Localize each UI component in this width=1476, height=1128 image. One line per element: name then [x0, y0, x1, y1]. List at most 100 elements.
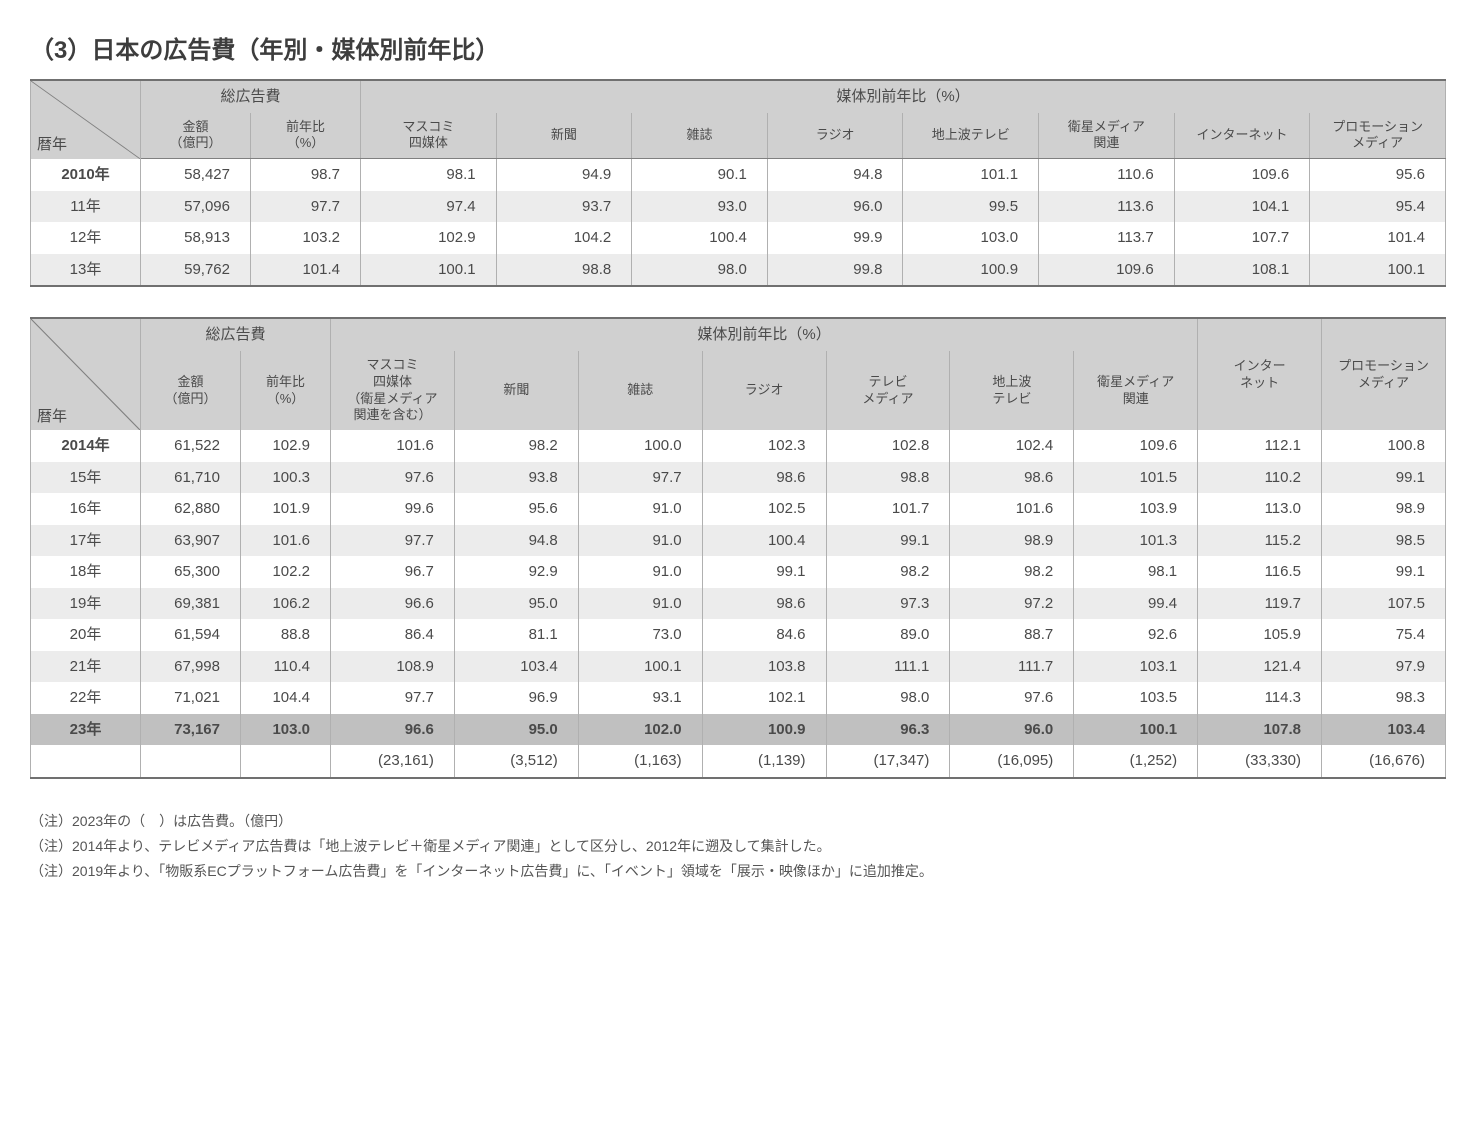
- table-row: 15年61,710100.397.693.897.798.698.898.610…: [31, 462, 1446, 494]
- paren-cell: (23,161): [331, 745, 455, 777]
- data-cell: 65,300: [141, 556, 241, 588]
- data-cell: 103.2: [251, 222, 361, 254]
- data-cell: 111.7: [950, 651, 1074, 683]
- data-cell: 96.6: [331, 714, 455, 746]
- t2-col-newspaper: 新聞: [454, 351, 578, 431]
- data-cell: 89.0: [826, 619, 950, 651]
- data-cell: 58,427: [141, 159, 251, 191]
- table2: 暦年 総広告費 媒体別前年比（%） インターネット プロモーションメディア 金額…: [30, 319, 1446, 777]
- data-cell: 106.2: [241, 588, 331, 620]
- data-cell: 96.0: [950, 714, 1074, 746]
- data-cell: 61,522: [141, 430, 241, 462]
- table-row: 22年71,021104.497.796.993.1102.198.097.61…: [31, 682, 1446, 714]
- data-cell: 100.8: [1322, 430, 1446, 462]
- data-cell: 104.4: [241, 682, 331, 714]
- data-cell: 102.9: [361, 222, 497, 254]
- t1-col-amount: 金額（億円）: [141, 113, 251, 159]
- data-cell: 104.2: [496, 222, 632, 254]
- data-cell: 110.2: [1198, 462, 1322, 494]
- t1-col-satellite: 衛星メディア関連: [1039, 113, 1175, 159]
- data-cell: 100.1: [1074, 714, 1198, 746]
- data-cell: 101.5: [1074, 462, 1198, 494]
- data-cell: 100.0: [578, 430, 702, 462]
- t2-col-yoy: 前年比（%）: [241, 351, 331, 431]
- data-cell: 97.3: [826, 588, 950, 620]
- data-cell: 100.1: [361, 254, 497, 286]
- data-cell: 93.0: [632, 191, 768, 223]
- data-cell: 107.5: [1322, 588, 1446, 620]
- table-row: 21年67,998110.4108.9103.4100.1103.8111.11…: [31, 651, 1446, 683]
- data-cell: 101.4: [1310, 222, 1446, 254]
- data-cell: 103.0: [903, 222, 1039, 254]
- data-cell: 98.0: [826, 682, 950, 714]
- t1-col-radio: ラジオ: [767, 113, 903, 159]
- data-cell: 101.4: [251, 254, 361, 286]
- table-row: 20年61,59488.886.481.173.084.689.088.792.…: [31, 619, 1446, 651]
- data-cell: 102.8: [826, 430, 950, 462]
- year-cell: 11年: [31, 191, 141, 223]
- data-cell: 102.4: [950, 430, 1074, 462]
- data-cell: 84.6: [702, 619, 826, 651]
- year-cell: 18年: [31, 556, 141, 588]
- data-cell: 97.6: [950, 682, 1074, 714]
- data-cell: 97.9: [1322, 651, 1446, 683]
- t1-group-total: 総広告費: [141, 81, 361, 113]
- data-cell: 97.7: [578, 462, 702, 494]
- data-cell: 75.4: [1322, 619, 1446, 651]
- data-cell: 100.9: [702, 714, 826, 746]
- data-cell: 109.6: [1039, 254, 1175, 286]
- t2-year-label: 暦年: [37, 407, 67, 427]
- data-cell: 98.1: [1074, 556, 1198, 588]
- year-cell: 2014年: [31, 430, 141, 462]
- empty-cell: [241, 745, 331, 777]
- year-cell: 12年: [31, 222, 141, 254]
- data-cell: 109.6: [1174, 159, 1310, 191]
- data-cell: 98.2: [950, 556, 1074, 588]
- data-cell: 102.3: [702, 430, 826, 462]
- data-cell: 97.2: [950, 588, 1074, 620]
- data-cell: 111.1: [826, 651, 950, 683]
- data-cell: 108.9: [331, 651, 455, 683]
- data-cell: 97.4: [361, 191, 497, 223]
- data-cell: 104.1: [1174, 191, 1310, 223]
- t1-group-media: 媒体別前年比（%）: [361, 81, 1446, 113]
- data-cell: 57,096: [141, 191, 251, 223]
- data-cell: 98.1: [361, 159, 497, 191]
- data-cell: 121.4: [1198, 651, 1322, 683]
- data-cell: 101.7: [826, 493, 950, 525]
- data-cell: 95.0: [454, 588, 578, 620]
- data-cell: 92.9: [454, 556, 578, 588]
- data-cell: 81.1: [454, 619, 578, 651]
- data-cell: 107.7: [1174, 222, 1310, 254]
- data-cell: 91.0: [578, 493, 702, 525]
- data-cell: 103.9: [1074, 493, 1198, 525]
- data-cell: 98.7: [251, 159, 361, 191]
- data-cell: 71,021: [141, 682, 241, 714]
- paren-cell: (17,347): [826, 745, 950, 777]
- data-cell: 100.4: [632, 222, 768, 254]
- data-cell: 63,907: [141, 525, 241, 557]
- data-cell: 92.6: [1074, 619, 1198, 651]
- empty-cell: [31, 745, 141, 777]
- data-cell: 98.6: [702, 462, 826, 494]
- paren-cell: (1,139): [702, 745, 826, 777]
- data-cell: 93.8: [454, 462, 578, 494]
- table-row: 19年69,381106.296.695.091.098.697.397.299…: [31, 588, 1446, 620]
- data-cell: 101.3: [1074, 525, 1198, 557]
- note-2: （注）2014年より、テレビメディア広告費は「地上波テレビ＋衛星メディア関連」と…: [30, 834, 1446, 859]
- paren-cell: (1,163): [578, 745, 702, 777]
- data-cell: 90.1: [632, 159, 768, 191]
- data-cell: 97.7: [251, 191, 361, 223]
- t2-col-promotion: プロモーションメディア: [1322, 319, 1446, 430]
- table-row: 18年65,300102.296.792.991.099.198.298.298…: [31, 556, 1446, 588]
- data-cell: 107.8: [1198, 714, 1322, 746]
- t1-col-magazine: 雑誌: [632, 113, 768, 159]
- table2-wrap: 暦年 総広告費 媒体別前年比（%） インターネット プロモーションメディア 金額…: [30, 317, 1446, 779]
- t2-col-magazine: 雑誌: [578, 351, 702, 431]
- data-cell: 103.0: [241, 714, 331, 746]
- t1-col-promotion: プロモーションメディア: [1310, 113, 1446, 159]
- data-cell: 98.2: [454, 430, 578, 462]
- data-cell: 116.5: [1198, 556, 1322, 588]
- year-cell: 22年: [31, 682, 141, 714]
- table-row: 12年58,913103.2102.9104.2100.499.9103.011…: [31, 222, 1446, 254]
